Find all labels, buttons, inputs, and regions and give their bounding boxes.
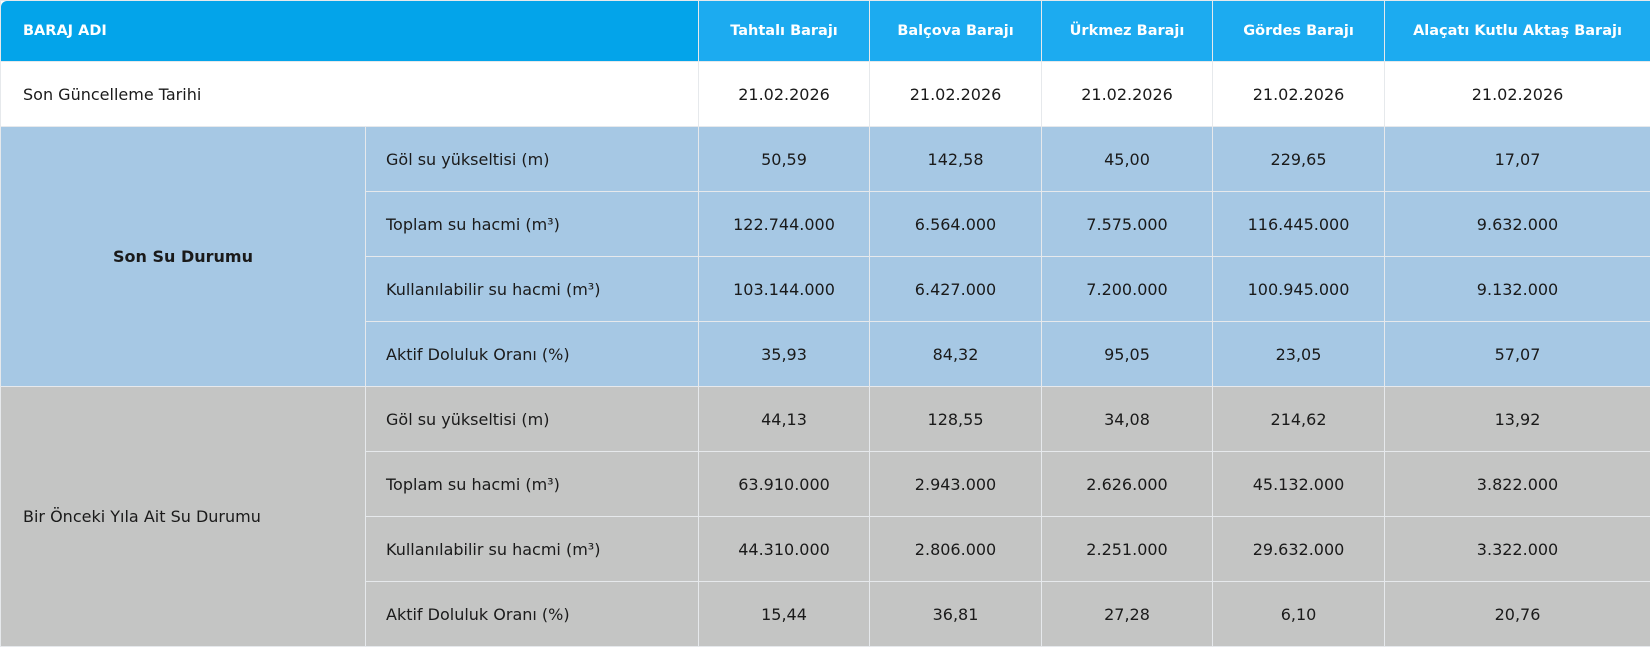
value-cell: 2.251.000 [1042,517,1213,582]
value-cell: 63.910.000 [699,452,870,517]
update-date-cell: 21.02.2026 [870,62,1042,127]
value-cell: 229,65 [1213,127,1385,192]
metric-label: Aktif Doluluk Oranı (%) [366,322,699,387]
value-cell: 29.632.000 [1213,517,1385,582]
header-dam-name: BARAJ ADI [1,1,699,62]
value-cell: 20,76 [1385,582,1650,647]
value-cell: 45.132.000 [1213,452,1385,517]
update-date-cell: 21.02.2026 [1213,62,1385,127]
value-cell: 2.806.000 [870,517,1042,582]
value-cell: 35,93 [699,322,870,387]
value-cell: 2.943.000 [870,452,1042,517]
value-cell: 84,32 [870,322,1042,387]
value-cell: 142,58 [870,127,1042,192]
table-row: Son Su DurumuGöl su yükseltisi (m)50,591… [1,127,1650,192]
value-cell: 15,44 [699,582,870,647]
value-cell: 9.132.000 [1385,257,1650,322]
value-cell: 34,08 [1042,387,1213,452]
value-cell: 44.310.000 [699,517,870,582]
group-label: Bir Önceki Yıla Ait Su Durumu [1,387,366,647]
header-row: BARAJ ADI Tahtalı BarajıBalçova BarajıÜr… [1,1,1650,62]
value-cell: 100.945.000 [1213,257,1385,322]
value-cell: 7.575.000 [1042,192,1213,257]
table-row: Bir Önceki Yıla Ait Su DurumuGöl su yüks… [1,387,1650,452]
value-cell: 3.322.000 [1385,517,1650,582]
value-cell: 27,28 [1042,582,1213,647]
metric-label: Göl su yükseltisi (m) [366,127,699,192]
value-cell: 6,10 [1213,582,1385,647]
value-cell: 116.445.000 [1213,192,1385,257]
header-dam: Balçova Barajı [870,1,1042,62]
value-cell: 23,05 [1213,322,1385,387]
value-cell: 44,13 [699,387,870,452]
value-cell: 3.822.000 [1385,452,1650,517]
value-cell: 128,55 [870,387,1042,452]
value-cell: 6.427.000 [870,257,1042,322]
value-cell: 36,81 [870,582,1042,647]
value-cell: 50,59 [699,127,870,192]
update-date-cell: 21.02.2026 [1042,62,1213,127]
metric-label: Toplam su hacmi (m³) [366,192,699,257]
dam-status-table: BARAJ ADI Tahtalı BarajıBalçova BarajıÜr… [0,0,1650,647]
metric-label: Kullanılabilir su hacmi (m³) [366,257,699,322]
update-date-cell: 21.02.2026 [1385,62,1650,127]
value-cell: 13,92 [1385,387,1650,452]
metric-label: Göl su yükseltisi (m) [366,387,699,452]
update-date-row: Son Güncelleme Tarihi21.02.202621.02.202… [1,62,1650,127]
update-date-cell: 21.02.2026 [699,62,870,127]
group-label: Son Su Durumu [1,127,366,387]
value-cell: 95,05 [1042,322,1213,387]
header-dam: Tahtalı Barajı [699,1,870,62]
header-dam: Alaçatı Kutlu Aktaş Barajı [1385,1,1650,62]
value-cell: 122.744.000 [699,192,870,257]
header-dam: Ürkmez Barajı [1042,1,1213,62]
value-cell: 57,07 [1385,322,1650,387]
metric-label: Toplam su hacmi (m³) [366,452,699,517]
value-cell: 214,62 [1213,387,1385,452]
header-dam: Gördes Barajı [1213,1,1385,62]
value-cell: 103.144.000 [699,257,870,322]
value-cell: 6.564.000 [870,192,1042,257]
metric-label: Kullanılabilir su hacmi (m³) [366,517,699,582]
value-cell: 17,07 [1385,127,1650,192]
value-cell: 2.626.000 [1042,452,1213,517]
update-date-label: Son Güncelleme Tarihi [1,62,699,127]
metric-label: Aktif Doluluk Oranı (%) [366,582,699,647]
value-cell: 7.200.000 [1042,257,1213,322]
value-cell: 45,00 [1042,127,1213,192]
value-cell: 9.632.000 [1385,192,1650,257]
